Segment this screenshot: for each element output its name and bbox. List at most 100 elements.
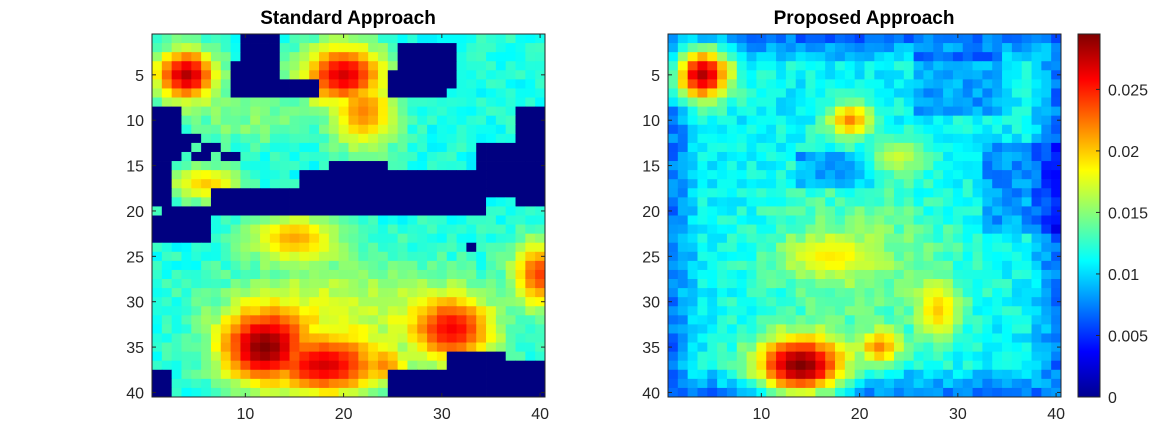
heatmap-cell <box>825 52 836 62</box>
heatmap-cell <box>756 106 767 117</box>
heatmap-cell <box>397 151 408 162</box>
heatmap-cell <box>982 333 993 343</box>
heatmap-cell <box>299 161 310 171</box>
heatmap-cell <box>299 115 310 126</box>
heatmap-cell <box>835 279 846 289</box>
heatmap-cell <box>377 315 389 325</box>
heatmap-cell <box>687 197 698 207</box>
heatmap-cell <box>269 97 281 107</box>
heatmap-cell <box>717 142 728 153</box>
heatmap-cell <box>835 324 846 334</box>
heatmap-cell <box>358 378 369 389</box>
heatmap-cell <box>815 43 826 53</box>
heatmap-cell <box>903 188 915 198</box>
heatmap-cell <box>835 106 846 117</box>
heatmap-cell <box>260 206 271 216</box>
heatmap-cell <box>358 34 369 44</box>
heatmap-cell <box>240 142 251 153</box>
heatmap-cell <box>923 224 934 235</box>
heatmap-cell <box>210 97 222 107</box>
heatmap-cell <box>476 43 487 53</box>
heatmap-cell <box>825 315 836 325</box>
heatmap-cell <box>181 124 192 135</box>
heatmap-cell <box>486 260 497 271</box>
heatmap-cell <box>436 269 448 280</box>
heatmap-cell <box>161 34 173 44</box>
heatmap-cell <box>854 151 865 162</box>
heatmap-cell <box>210 70 222 80</box>
heatmap-cell <box>191 115 202 126</box>
heatmap-cell <box>446 34 457 44</box>
heatmap-cell <box>756 188 767 198</box>
heatmap-cell <box>279 279 290 289</box>
heatmap-cell <box>697 142 708 153</box>
heatmap-cell <box>319 369 330 380</box>
heatmap-cell <box>933 251 944 262</box>
heatmap-cell <box>972 43 983 53</box>
heatmap-cell <box>466 351 477 362</box>
heatmap-cell <box>884 79 895 89</box>
heatmap-cell <box>893 34 905 44</box>
heatmap-cell <box>152 43 163 53</box>
heatmap-cell <box>260 224 271 235</box>
heatmap-cell <box>1041 106 1052 117</box>
heatmap-cell <box>348 34 359 44</box>
heatmap-cell <box>736 88 747 98</box>
heatmap-cell <box>181 306 192 316</box>
heatmap-cell <box>933 88 944 98</box>
heatmap-cell <box>952 215 964 225</box>
heatmap-cell <box>328 142 340 153</box>
heatmap-cell <box>982 251 993 262</box>
heatmap-cell <box>535 288 546 298</box>
heatmap-cell <box>766 151 777 162</box>
heatmap-cell <box>844 88 856 98</box>
heatmap-cell <box>338 133 349 144</box>
heatmap-cell <box>328 133 340 144</box>
heatmap-cell <box>893 133 905 144</box>
heatmap-cell <box>844 251 856 262</box>
heatmap-cell <box>805 288 816 298</box>
heatmap-cell <box>201 52 212 62</box>
heatmap-cell <box>1021 351 1032 362</box>
heatmap-cell <box>387 151 399 162</box>
heatmap-cell <box>903 324 915 334</box>
heatmap-cell <box>668 170 679 180</box>
heatmap-cell <box>982 224 993 235</box>
heatmap-cell <box>913 206 924 216</box>
heatmap-cell <box>436 88 448 98</box>
heatmap-cell <box>407 333 418 343</box>
heatmap-cell <box>171 351 182 362</box>
heatmap-cell <box>535 369 546 380</box>
heatmap-cell <box>1051 170 1062 180</box>
heatmap-cell <box>1002 179 1013 189</box>
heatmap-cell <box>844 324 856 334</box>
heatmap-cell <box>171 124 182 135</box>
x-tick-label: 10 <box>236 406 254 423</box>
heatmap-cell <box>525 378 536 389</box>
heatmap-cell <box>358 297 369 307</box>
heatmap-cell <box>962 97 973 107</box>
heatmap-cell <box>884 161 895 171</box>
heatmap-cell <box>476 206 487 216</box>
heatmap-cell <box>368 142 379 153</box>
heatmap-cell <box>913 288 924 298</box>
heatmap-cell <box>766 206 777 216</box>
heatmap-cell <box>348 133 359 144</box>
heatmap-cell <box>495 133 507 144</box>
heatmap-cell <box>805 279 816 289</box>
heatmap-cell <box>476 88 487 98</box>
heatmap-cell <box>427 188 438 198</box>
heatmap-cell <box>220 133 231 144</box>
heatmap-cell <box>697 297 708 307</box>
heatmap-cell <box>338 306 349 316</box>
heatmap-cell <box>736 297 747 307</box>
heatmap-cell <box>805 351 816 362</box>
heatmap-cell <box>992 279 1003 289</box>
heatmap-cell <box>776 333 787 343</box>
colorbar-tick-label: 0.025 <box>1108 82 1148 99</box>
heatmap-cell <box>854 269 865 280</box>
heatmap-cell <box>446 43 457 53</box>
heatmap-cell <box>1031 306 1042 316</box>
heatmap-cell <box>933 297 944 307</box>
heatmap-cell <box>687 315 698 325</box>
